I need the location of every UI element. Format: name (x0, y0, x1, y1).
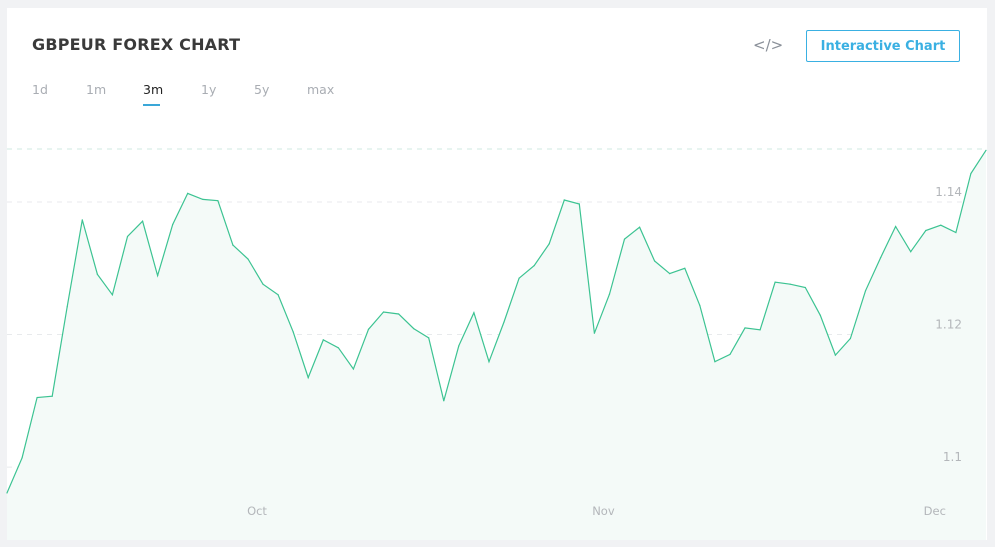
data-point (638, 226, 641, 228)
data-point (111, 294, 114, 296)
data-point (262, 283, 264, 285)
tab-1d[interactable]: 1d (32, 82, 48, 97)
data-point (684, 267, 686, 269)
data-point (759, 329, 761, 331)
data-point (66, 306, 68, 308)
data-point (593, 332, 596, 334)
data-point (714, 361, 716, 363)
data-point (503, 321, 505, 323)
data-point (970, 172, 972, 175)
data-point (172, 223, 174, 226)
tab-3m[interactable]: 3m (143, 82, 164, 97)
data-point (578, 203, 580, 205)
tab-max[interactable]: max (307, 82, 335, 97)
data-point (352, 368, 355, 370)
data-point (96, 273, 98, 275)
x-tick-label: Nov (592, 504, 615, 518)
data-point (669, 272, 671, 275)
data-point (232, 244, 234, 246)
data-point (879, 257, 882, 259)
data-point (413, 327, 415, 330)
data-point (925, 229, 927, 232)
data-point (955, 231, 957, 234)
data-point (699, 304, 701, 306)
y-tick-label: 1.12 (935, 318, 962, 332)
data-point (488, 361, 490, 363)
code-icon[interactable]: </> (753, 36, 784, 54)
active-tab-indicator (143, 104, 160, 106)
data-point (428, 337, 430, 339)
data-point (277, 294, 279, 296)
data-point (774, 281, 776, 283)
data-point (623, 238, 626, 240)
data-point (382, 311, 385, 313)
data-point (247, 258, 249, 260)
data-point (6, 492, 8, 494)
data-point (518, 277, 520, 279)
page-title: GBPEUR FOREX CHART (32, 35, 241, 54)
x-tick-label: Dec (924, 504, 946, 518)
data-point (157, 274, 159, 277)
data-point (187, 192, 189, 195)
data-point (458, 345, 460, 347)
data-point (834, 354, 836, 356)
series-line (6, 149, 987, 494)
interactive-chart-button[interactable]: Interactive Chart (806, 30, 960, 62)
data-point (202, 198, 204, 200)
data-point (985, 149, 987, 151)
x-tick-label: Oct (247, 504, 267, 518)
data-point (307, 377, 309, 379)
data-point (563, 199, 565, 201)
data-point (789, 283, 791, 285)
data-point (864, 290, 867, 292)
data-point (367, 328, 370, 330)
data-point (398, 313, 400, 315)
data-point (36, 396, 38, 399)
data-point (292, 331, 294, 333)
data-point (443, 400, 445, 402)
data-point (81, 219, 83, 221)
data-point (473, 312, 475, 314)
data-point (910, 251, 912, 253)
data-point (126, 235, 129, 238)
data-point (819, 314, 821, 316)
data-point (217, 200, 219, 202)
y-tick-label: 1.1 (943, 450, 962, 464)
data-point (141, 220, 144, 222)
data-point (608, 293, 611, 295)
data-point (804, 286, 806, 289)
data-point (895, 225, 897, 228)
area-fill (7, 150, 986, 541)
data-point (337, 347, 339, 349)
data-point (548, 243, 550, 245)
y-tick-label: 1.14 (935, 185, 962, 199)
data-point (849, 337, 852, 340)
data-point (729, 353, 731, 356)
tab-5y[interactable]: 5y (254, 82, 270, 97)
tab-1y[interactable]: 1y (201, 82, 217, 97)
data-point (51, 395, 53, 397)
data-point (322, 339, 324, 341)
data-point (533, 265, 535, 267)
tab-1m[interactable]: 1m (86, 82, 107, 97)
data-point (21, 457, 23, 459)
data-point (744, 327, 746, 329)
data-point (654, 260, 656, 262)
data-point (940, 224, 942, 226)
